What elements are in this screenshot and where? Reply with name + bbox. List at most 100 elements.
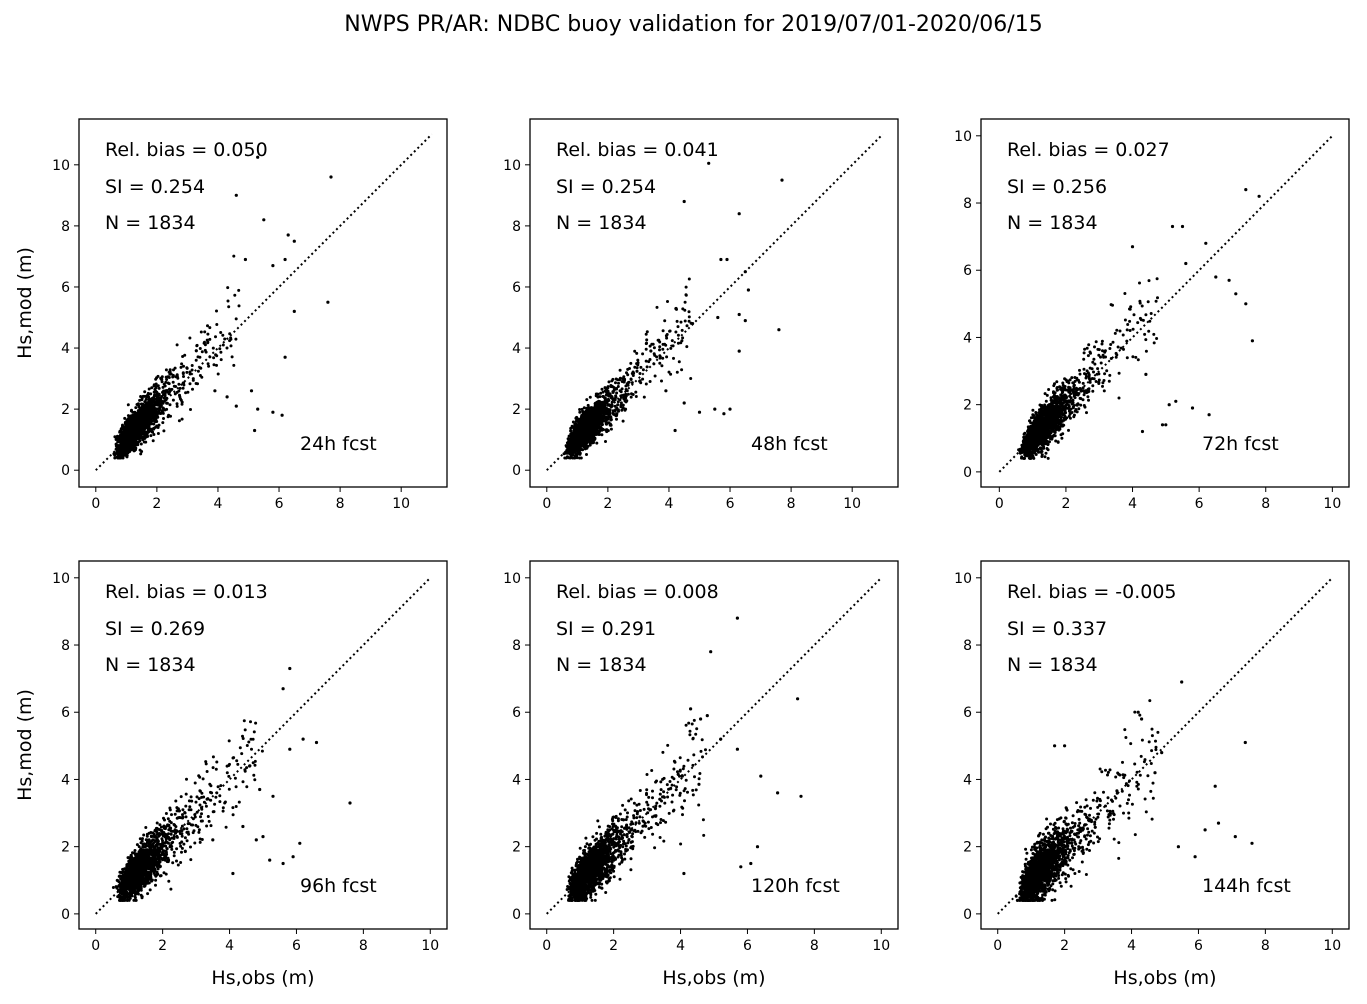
data-point (609, 423, 612, 426)
data-point (615, 387, 618, 390)
data-point (653, 354, 656, 357)
data-point (1039, 404, 1042, 407)
data-point (176, 375, 179, 378)
data-point (201, 350, 204, 353)
data-point (1072, 406, 1075, 409)
data-point (182, 365, 185, 368)
data-point (586, 425, 589, 428)
data-point (1111, 304, 1114, 307)
data-point (1079, 397, 1082, 400)
data-point (619, 369, 622, 372)
data-point (169, 403, 172, 406)
data-point (1045, 452, 1048, 455)
data-point (658, 362, 661, 365)
data-point (120, 456, 123, 459)
data-point (641, 378, 644, 381)
data-point (178, 395, 181, 398)
data-point (185, 371, 188, 374)
y-axis-label: Hs,mod (m) (14, 247, 36, 359)
chart-canvas: 0 2 4 6 8 100246810Rel. bias = 0.050SI = 0.25… (0, 0, 1367, 1004)
data-point (140, 450, 143, 453)
data-point (1153, 341, 1156, 344)
data-point (206, 341, 209, 344)
data-point (155, 412, 158, 415)
data-point (586, 416, 589, 419)
data-point (685, 345, 688, 348)
data-point (1141, 305, 1144, 308)
data-point (572, 436, 575, 439)
data-point (1088, 373, 1091, 376)
data-point (738, 350, 741, 353)
data-point (585, 398, 588, 401)
data-point (213, 363, 216, 366)
si-text: SI = 0.254 (556, 176, 656, 198)
data-point (188, 337, 191, 340)
data-point (126, 450, 129, 453)
data-point (581, 417, 584, 420)
data-point (630, 396, 633, 399)
data-point (602, 428, 605, 431)
data-point (120, 439, 123, 442)
data-point (641, 352, 644, 355)
data-point (583, 406, 586, 409)
y-tick-label: 4 (512, 341, 521, 357)
data-point (588, 408, 591, 411)
data-point (713, 408, 716, 411)
data-point (738, 212, 741, 215)
data-point (664, 344, 667, 347)
data-point (688, 310, 691, 313)
data-point (1134, 356, 1137, 359)
data-point (589, 412, 592, 415)
data-point (630, 392, 633, 395)
rel-bias-text: Rel. bias = 0.041 (556, 139, 719, 161)
data-point (622, 404, 625, 407)
data-point (130, 409, 133, 412)
data-point (1138, 282, 1141, 285)
data-point (178, 419, 181, 422)
data-point (287, 233, 290, 236)
data-point (176, 405, 179, 408)
data-point (623, 397, 626, 400)
y-tick-label: 6 (512, 280, 521, 296)
data-point (607, 395, 610, 398)
data-point (136, 443, 139, 446)
data-point (227, 305, 230, 308)
si-text: SI = 0.254 (105, 176, 205, 198)
data-point (747, 288, 750, 291)
data-point (228, 339, 231, 342)
data-point (219, 331, 222, 334)
data-point (619, 377, 622, 380)
data-point (244, 258, 247, 261)
data-point (616, 403, 619, 406)
n-text: N = 1834 (556, 212, 647, 234)
data-point (597, 426, 600, 429)
data-point (149, 420, 152, 423)
data-point (578, 448, 581, 451)
data-point (143, 436, 146, 439)
data-point (170, 388, 173, 391)
y-tick-label: 2 (512, 402, 521, 418)
data-point (663, 319, 666, 322)
data-point (674, 429, 677, 432)
x-tick-label: 2 (152, 496, 161, 512)
data-point (140, 403, 143, 406)
data-point (575, 427, 578, 430)
x-tick-label: 4 (664, 496, 673, 512)
x-tick-label: 2 (603, 496, 612, 512)
data-point (153, 401, 156, 404)
data-point (645, 360, 648, 363)
data-point (582, 413, 585, 416)
data-point (639, 366, 642, 369)
data-point (186, 367, 189, 370)
rel-bias-text: Rel. bias = 0.050 (105, 139, 268, 161)
data-point (157, 432, 160, 435)
data-point (116, 441, 119, 444)
data-point (1098, 379, 1101, 382)
data-point (1148, 279, 1151, 282)
data-point (161, 421, 164, 424)
data-point (126, 454, 129, 457)
data-point (1132, 328, 1135, 331)
data-point (585, 443, 588, 446)
data-point (191, 364, 194, 367)
data-point (127, 417, 130, 420)
